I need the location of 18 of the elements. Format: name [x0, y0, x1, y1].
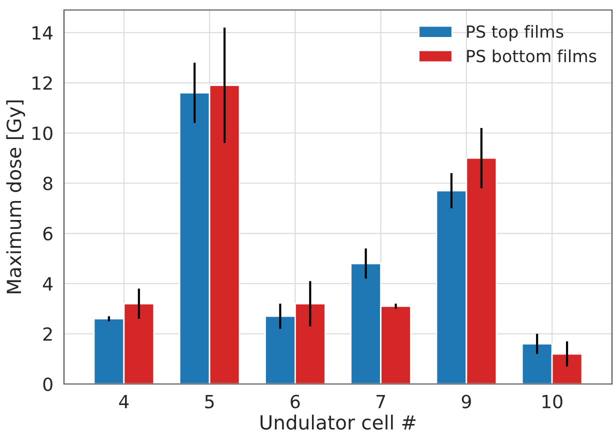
x-tick-label: 10: [542, 394, 562, 408]
y-tick-label: 4: [42, 277, 53, 290]
y-tick-label: 0: [43, 377, 52, 392]
x-tick-label: 6: [290, 394, 300, 408]
legend-label: PS bottom films: [467, 49, 596, 62]
y-tick-label: 6: [43, 226, 52, 241]
x-tick-label: 5: [205, 394, 214, 408]
legend-label: PS top films: [467, 25, 564, 42]
y-tick-label: 8: [43, 176, 52, 190]
y-tick-label: 10: [32, 126, 52, 140]
x-tick-label: 9: [462, 394, 471, 408]
x-axis-title: Undulator cell #: [260, 414, 416, 430]
x-tick-label: 7: [376, 394, 386, 408]
x-tick-label: 4: [119, 394, 129, 408]
y-tick-label: 12: [32, 76, 52, 90]
y-tick-label: 2: [43, 327, 52, 341]
y-tick-label: 14: [32, 26, 53, 40]
y-axis-title: Maximum dose [Gy]: [6, 100, 26, 294]
